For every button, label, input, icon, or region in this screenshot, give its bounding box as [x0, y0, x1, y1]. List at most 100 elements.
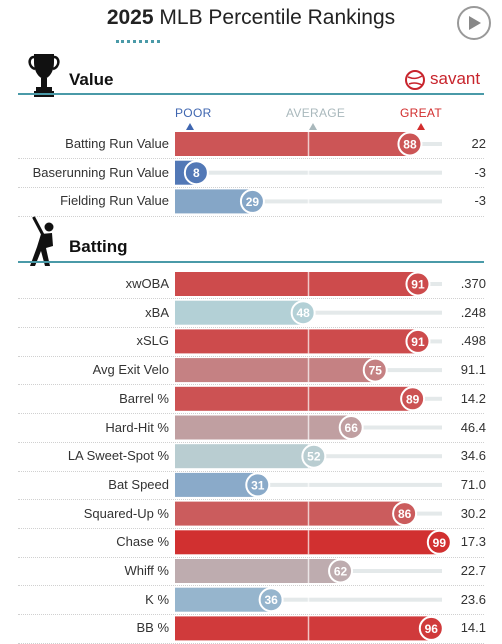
stat-value-bat-speed: 71.0 — [460, 476, 486, 492]
section-divider-batting — [18, 261, 484, 263]
percentile-label-fielding-run-value: 29 — [246, 195, 260, 209]
stat-value-avg-exit-velo: 91.1 — [460, 362, 486, 378]
stat-value-xba: .248 — [460, 304, 486, 320]
percentile-badge-chase[interactable] — [426, 529, 452, 555]
percentile-label-la-sweet-spot: 52 — [307, 450, 321, 464]
metric-label-whiff: Whiff % — [124, 563, 169, 578]
percentile-badge-bat-speed[interactable] — [245, 472, 271, 498]
row-separator — [18, 327, 484, 329]
percentile-label-chase: 99 — [433, 536, 447, 550]
percentile-badge-batting-run-value[interactable] — [397, 131, 423, 157]
percentile-label-barrel: 89 — [406, 392, 420, 406]
stat-value-fielding-run-value: -3 — [474, 193, 486, 209]
row-separator — [18, 355, 484, 357]
metric-label-baserunning-run-value: Baserunning Run Value — [32, 164, 169, 180]
metric-label-bb: BB % — [136, 620, 169, 636]
row-separator — [18, 187, 484, 189]
stat-value-xwoba: .370 — [460, 276, 486, 291]
metric-label-la-sweet-spot: LA Sweet-Spot % — [67, 448, 169, 464]
percentile-label-avg-exit-velo: 75 — [369, 364, 383, 378]
percentile-label-xslg: 91 — [411, 335, 425, 349]
row-separator — [18, 215, 484, 217]
metric-label-batting-run-value: Batting Run Value — [65, 136, 169, 151]
metric-label-avg-exit-velo: Avg Exit Velo — [92, 362, 169, 378]
row-separator — [18, 556, 484, 558]
percentile-badge-bb[interactable] — [418, 615, 444, 641]
title-underline — [116, 40, 160, 43]
percentile-badge-whiff[interactable] — [328, 558, 354, 584]
row-separator — [18, 614, 484, 616]
percentile-label-xwoba: 91 — [411, 278, 425, 292]
axis-label-average: AVERAGE — [286, 106, 346, 120]
percentile-badge-xslg[interactable] — [405, 328, 431, 354]
axis-label-poor: POOR — [175, 106, 212, 120]
play-icon — [469, 16, 481, 30]
stat-value-bb: 14.1 — [460, 620, 486, 636]
bar-batting-run-value[interactable] — [175, 132, 410, 156]
stat-value-batting-run-value: 22 — [471, 136, 486, 151]
row-separator — [18, 441, 484, 443]
percentile-label-squared-up: 86 — [398, 507, 412, 521]
bar-avg-exit-velo[interactable] — [175, 358, 376, 383]
metric-label-hard-hit: Hard-Hit % — [105, 419, 169, 435]
row-separator — [18, 499, 484, 501]
percentile-label-bat-speed: 31 — [251, 478, 265, 492]
bar-xba[interactable] — [175, 300, 304, 325]
savant-brand[interactable]: savant — [430, 69, 481, 88]
bar-barrel[interactable] — [175, 386, 413, 411]
percentile-badge-la-sweet-spot[interactable] — [301, 443, 327, 469]
row-separator — [18, 158, 484, 160]
page-title: 2025 MLB Percentile Rankings — [0, 6, 502, 30]
bar-xslg[interactable] — [175, 329, 418, 354]
play-button[interactable] — [457, 6, 491, 40]
bar-bat-speed[interactable] — [175, 472, 258, 497]
title-year: 2025 — [106, 6, 154, 29]
percentile-label-k: 36 — [264, 593, 278, 607]
stat-value-baserunning-run-value: -3 — [474, 164, 486, 180]
percentile-badge-hard-hit[interactable] — [338, 415, 364, 440]
percentile-badge-fielding-run-value[interactable] — [239, 188, 265, 214]
percentile-label-xba: 48 — [296, 306, 310, 320]
section-title-batting: Batting — [69, 237, 128, 256]
bar-chase[interactable] — [175, 530, 440, 555]
stat-value-k: 23.6 — [460, 591, 486, 607]
bar-squared-up[interactable] — [175, 501, 405, 526]
axis-label-great: GREAT — [400, 106, 442, 120]
percentile-badge-xwoba[interactable] — [405, 271, 431, 297]
percentile-badge-baserunning-run-value[interactable] — [183, 160, 209, 186]
axis-marker-poor — [186, 123, 194, 130]
percentile-label-hard-hit: 66 — [345, 421, 359, 435]
row-separator — [18, 298, 484, 300]
metric-label-squared-up: Squared-Up % — [83, 505, 169, 521]
stat-value-xslg: .498 — [460, 333, 486, 349]
percentile-badge-barrel[interactable] — [400, 386, 426, 412]
stat-value-hard-hit: 46.4 — [460, 419, 486, 435]
bar-la-sweet-spot[interactable] — [175, 444, 314, 469]
section-title-value: Value — [69, 70, 114, 89]
percentile-label-batting-run-value: 88 — [403, 138, 417, 152]
percentile-badge-k[interactable] — [258, 587, 284, 613]
bar-xwoba[interactable] — [175, 272, 418, 296]
bar-bb[interactable] — [175, 616, 432, 641]
metric-label-k: K % — [145, 591, 169, 607]
stat-value-squared-up: 30.2 — [460, 505, 486, 521]
stat-value-la-sweet-spot: 34.6 — [460, 448, 486, 464]
percentile-badge-squared-up[interactable] — [392, 501, 418, 527]
savant-logo-icon — [405, 70, 425, 90]
section-divider-value — [18, 93, 484, 95]
metric-label-chase: Chase % — [116, 534, 169, 550]
metric-label-barrel: Barrel % — [119, 390, 169, 406]
percentile-badge-avg-exit-velo[interactable] — [362, 357, 388, 383]
percentile-badge-xba[interactable] — [290, 300, 316, 326]
bar-k[interactable] — [175, 587, 272, 612]
row-separator — [18, 470, 484, 472]
axis-marker-average — [309, 123, 317, 130]
row-separator — [18, 527, 484, 529]
stat-value-barrel: 14.2 — [460, 390, 486, 406]
metric-label-bat-speed: Bat Speed — [108, 476, 169, 492]
bar-whiff[interactable] — [175, 559, 341, 583]
bar-hard-hit[interactable] — [175, 415, 352, 440]
bar-fielding-run-value[interactable] — [175, 189, 253, 214]
axis-marker-great — [417, 123, 425, 130]
